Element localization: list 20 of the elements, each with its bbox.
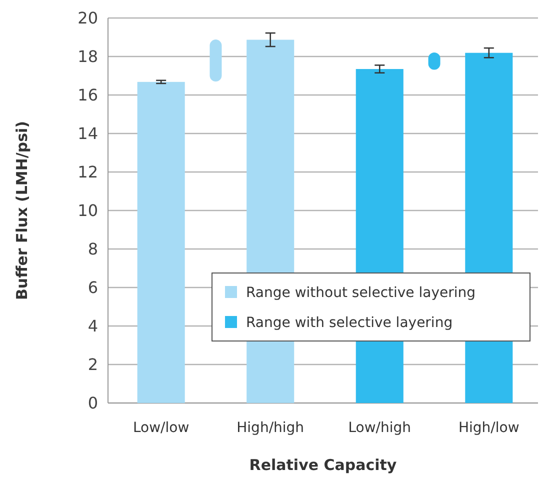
legend-label: Range with selective layering (246, 314, 453, 331)
x-axis-title: Relative Capacity (249, 456, 397, 474)
y-tick-label: 6 (88, 278, 98, 298)
y-tick-label: 2 (88, 355, 98, 374)
y-tick-label: 14 (78, 124, 98, 144)
y-tick-label: 12 (78, 162, 98, 182)
y-axis-title: Buffer Flux (LMH/psi) (13, 120, 31, 300)
y-tick-label: 8 (88, 240, 98, 259)
y-tick-label: 20 (78, 8, 98, 28)
x-tick-label: High/high (236, 420, 304, 436)
y-tick-label: 16 (78, 86, 98, 105)
x-tick-label: Low/low (132, 420, 190, 436)
x-tick-label: High/low (458, 420, 520, 436)
x-tick-label: Low/high (348, 420, 412, 436)
y-tick-label: 0 (88, 394, 98, 413)
bar (210, 40, 222, 82)
y-tick-label: 18 (78, 47, 98, 66)
y-tick-label: 4 (88, 316, 98, 336)
y-tick-label: 10 (78, 201, 98, 220)
legend-label: Range without selective layering (246, 284, 476, 301)
